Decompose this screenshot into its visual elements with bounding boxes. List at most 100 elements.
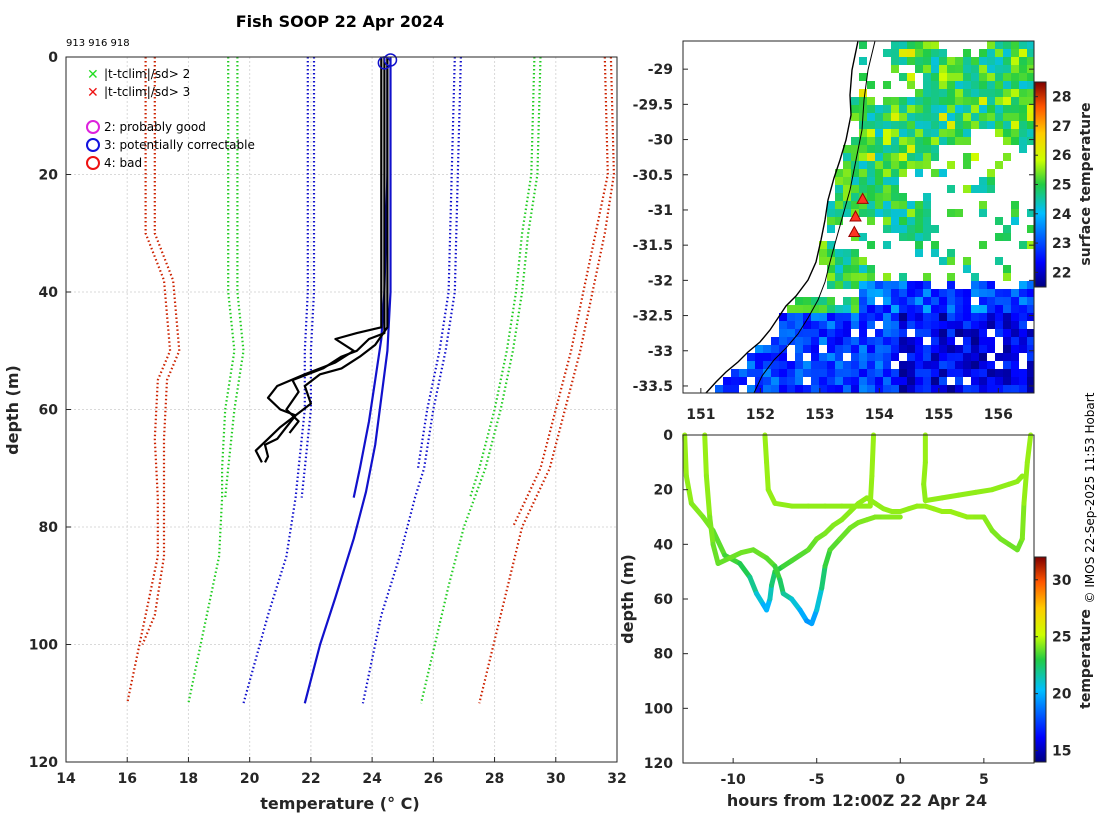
sst-cell (843, 281, 851, 289)
sst-cell (979, 369, 987, 377)
sst-cell (1019, 241, 1027, 249)
sst-cell (843, 313, 851, 321)
sst-cell (739, 377, 747, 385)
map-colorbar-tick-label: 27 (1052, 119, 1071, 135)
sst-cell (955, 353, 963, 361)
sst-cell (795, 337, 803, 345)
sst-cell (843, 161, 851, 169)
sst-cell (1019, 65, 1027, 73)
sst-cell (867, 145, 875, 153)
sst-cell (923, 97, 931, 105)
sst-cell (915, 65, 923, 73)
sst-cell (827, 281, 835, 289)
sst-cell (883, 201, 891, 209)
sst-cell (987, 97, 995, 105)
sst-cell (1027, 73, 1034, 81)
sst-cell (779, 377, 787, 385)
sst-cell (859, 337, 867, 345)
profile-x-tick-label: 16 (117, 771, 136, 787)
sst-cell (867, 377, 875, 385)
sst-cell (867, 217, 875, 225)
sst-cell (795, 377, 803, 385)
sst-cell (899, 329, 907, 337)
sst-cell (827, 361, 835, 369)
sst-cell (723, 385, 731, 393)
profile-y-tick-label: 80 (39, 520, 59, 536)
sst-cell (947, 337, 955, 345)
sst-cell (891, 41, 899, 49)
track-segment (765, 487, 778, 506)
sst-cell (907, 281, 915, 289)
sst-cell (851, 321, 859, 329)
sst-cell (923, 41, 931, 49)
sst-cell (987, 89, 995, 97)
sst-cell (915, 249, 923, 257)
sst-cell (859, 89, 867, 97)
sst-cell (939, 313, 947, 321)
sst-cell (827, 313, 835, 321)
profile-line-clim-mean-high-b (416, 56, 456, 469)
profile-line-blue-profile-2 (303, 57, 392, 704)
sst-cell (827, 225, 835, 233)
sst-cell (867, 169, 875, 177)
sst-cell (939, 385, 947, 393)
sst-cell (883, 49, 891, 57)
sst-cell (1027, 57, 1034, 65)
sst-cell (883, 321, 891, 329)
sst-cell (763, 369, 771, 377)
map-coastline-group (705, 41, 876, 393)
sst-cell (931, 49, 939, 57)
sst-cell (923, 113, 931, 121)
sst-cell (923, 73, 931, 81)
sst-cell (1019, 129, 1027, 137)
sst-cell (899, 337, 907, 345)
sst-cell (979, 353, 987, 361)
sst-cell (1027, 105, 1034, 113)
sst-cell (915, 89, 923, 97)
sst-cell (915, 145, 923, 153)
sst-cell (835, 201, 843, 209)
sst-cell (867, 81, 875, 89)
sst-cell (795, 321, 803, 329)
sst-cell (883, 273, 891, 281)
sst-cell (1011, 313, 1019, 321)
sst-cell (947, 249, 955, 257)
sst-cell (891, 65, 899, 73)
profile-y-tick-label: 120 (29, 755, 58, 771)
sst-cell (827, 337, 835, 345)
sst-cell (971, 337, 979, 345)
legend-label-2sd: |t-tclim|/sd> 2 (104, 67, 190, 81)
sst-cell (1003, 49, 1011, 57)
sst-cell (819, 241, 827, 249)
sst-cell (931, 113, 939, 121)
sst-cell (915, 345, 923, 353)
sst-cell (1011, 345, 1019, 353)
sst-cell (851, 297, 859, 305)
map-frame (682, 40, 1035, 394)
sst-cell (923, 273, 931, 281)
map-x-tick-label: 153 (805, 407, 834, 423)
sst-cell (923, 377, 931, 385)
track-segment (819, 563, 828, 591)
sst-cell (995, 121, 1003, 129)
sst-cell (891, 137, 899, 145)
sst-cell (931, 97, 939, 105)
track-segment (921, 459, 928, 487)
sst-cell (1011, 57, 1019, 65)
sst-cell (923, 289, 931, 297)
sst-cell (859, 321, 867, 329)
profile-y-tick-label: 100 (29, 638, 58, 654)
sst-cell (867, 113, 875, 121)
sst-cell (803, 345, 811, 353)
sst-cell (795, 313, 803, 321)
track-segment (688, 500, 706, 520)
sst-cell (947, 97, 955, 105)
sst-cell (947, 289, 955, 297)
sst-cell (899, 313, 907, 321)
sst-cell (915, 209, 923, 217)
sst-cell (995, 353, 1003, 361)
sst-cell (931, 225, 939, 233)
ts-colorbar-tick-label: 20 (1052, 687, 1072, 703)
map-y-tick-label: -31.5 (633, 238, 673, 254)
sst-cell (979, 313, 987, 321)
